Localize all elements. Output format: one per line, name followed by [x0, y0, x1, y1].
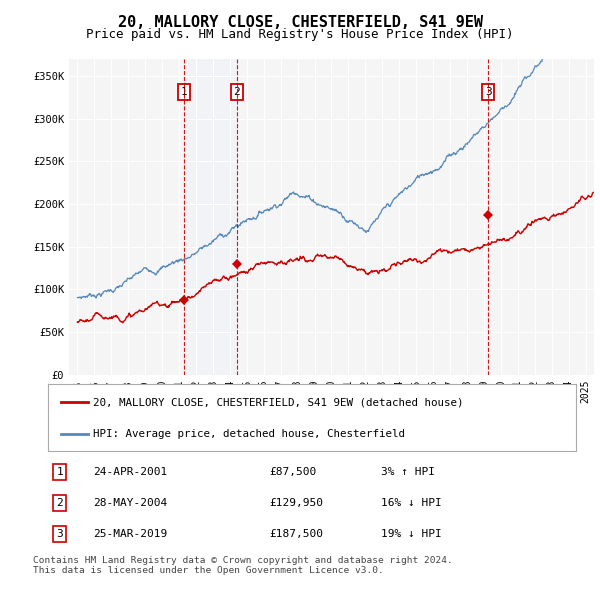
Text: 3% ↑ HPI: 3% ↑ HPI: [380, 467, 434, 477]
Text: 24-APR-2001: 24-APR-2001: [93, 467, 167, 477]
Text: 25-MAR-2019: 25-MAR-2019: [93, 529, 167, 539]
Text: Contains HM Land Registry data © Crown copyright and database right 2024.: Contains HM Land Registry data © Crown c…: [33, 556, 453, 565]
Text: 2: 2: [233, 87, 240, 97]
Text: 1: 1: [56, 467, 63, 477]
Text: 1: 1: [181, 87, 188, 97]
Text: This data is licensed under the Open Government Licence v3.0.: This data is licensed under the Open Gov…: [33, 566, 384, 575]
Text: £187,500: £187,500: [270, 529, 324, 539]
Text: 19% ↓ HPI: 19% ↓ HPI: [380, 529, 442, 539]
Text: £129,950: £129,950: [270, 498, 324, 508]
Text: 16% ↓ HPI: 16% ↓ HPI: [380, 498, 442, 508]
Text: 20, MALLORY CLOSE, CHESTERFIELD, S41 9EW: 20, MALLORY CLOSE, CHESTERFIELD, S41 9EW: [118, 15, 482, 30]
Text: 20, MALLORY CLOSE, CHESTERFIELD, S41 9EW (detached house): 20, MALLORY CLOSE, CHESTERFIELD, S41 9EW…: [93, 398, 463, 408]
Text: 3: 3: [56, 529, 63, 539]
Text: HPI: Average price, detached house, Chesterfield: HPI: Average price, detached house, Ches…: [93, 430, 405, 440]
Bar: [184, 59, 236, 375]
Text: £87,500: £87,500: [270, 467, 317, 477]
Text: 28-MAY-2004: 28-MAY-2004: [93, 498, 167, 508]
Text: 2: 2: [56, 498, 63, 508]
Text: Price paid vs. HM Land Registry's House Price Index (HPI): Price paid vs. HM Land Registry's House …: [86, 28, 514, 41]
Text: 3: 3: [485, 87, 491, 97]
